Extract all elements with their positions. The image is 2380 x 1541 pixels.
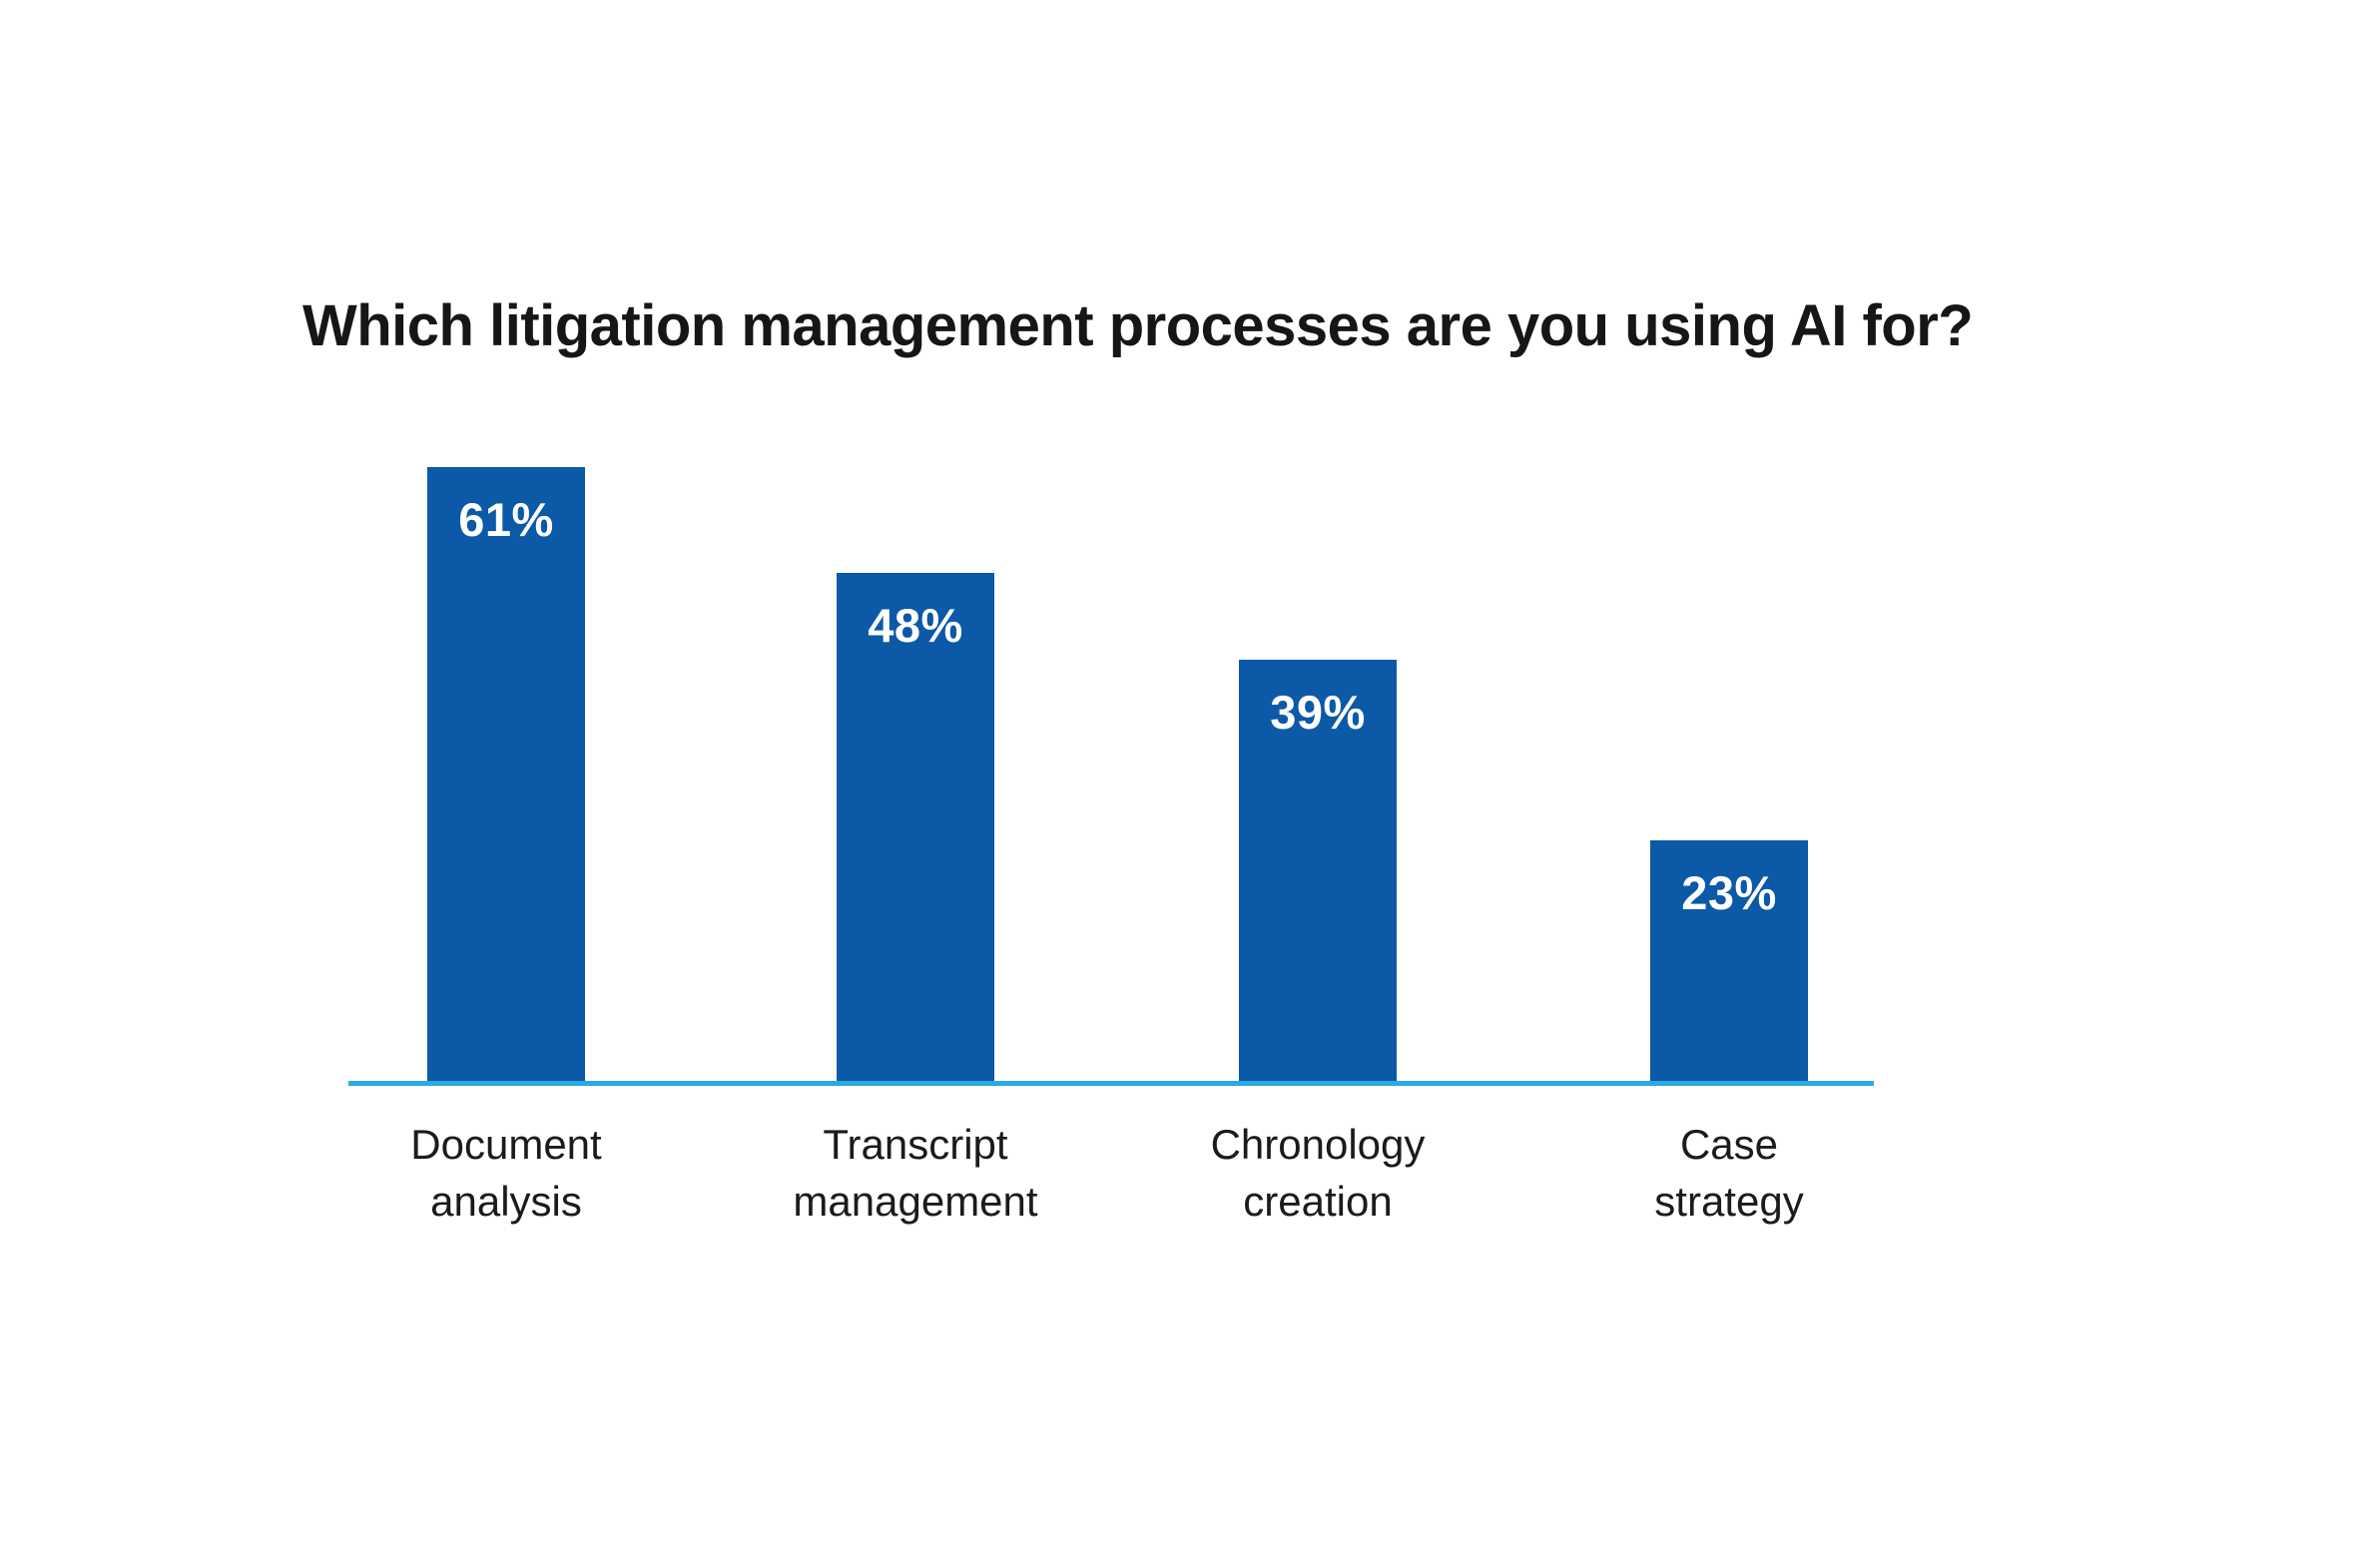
bar-document-analysis: 61% xyxy=(427,467,585,1086)
category-label-line: Chronology xyxy=(1210,1121,1426,1168)
category-label-chronology-creation: Chronology creation xyxy=(1128,1116,1507,1230)
category-label-line: Case xyxy=(1679,1121,1779,1168)
category-label-line: strategy xyxy=(1654,1178,1804,1225)
bar-value-label: 61% xyxy=(458,493,554,546)
category-label-line: Document xyxy=(410,1121,602,1168)
bar-chronology-creation: 39% xyxy=(1239,660,1397,1086)
category-label-line: Transcript xyxy=(823,1121,1008,1168)
category-label-case-strategy: Case strategy xyxy=(1539,1116,1919,1230)
bar-value-label: 23% xyxy=(1681,866,1777,919)
bar-case-strategy: 23% xyxy=(1650,840,1808,1086)
category-label-transcript-management: Transcript management xyxy=(726,1116,1105,1230)
chart-title: Which litigation management processes ar… xyxy=(302,293,1974,358)
bar-transcript-management: 48% xyxy=(837,573,994,1086)
bar-value-label: 39% xyxy=(1270,686,1366,739)
bar-value-label: 48% xyxy=(868,599,963,652)
category-label-document-analysis: Document analysis xyxy=(316,1116,696,1230)
category-label-line: analysis xyxy=(430,1178,582,1225)
x-axis-line xyxy=(348,1081,1874,1086)
category-label-line: management xyxy=(793,1178,1038,1225)
category-label-line: creation xyxy=(1243,1178,1393,1225)
